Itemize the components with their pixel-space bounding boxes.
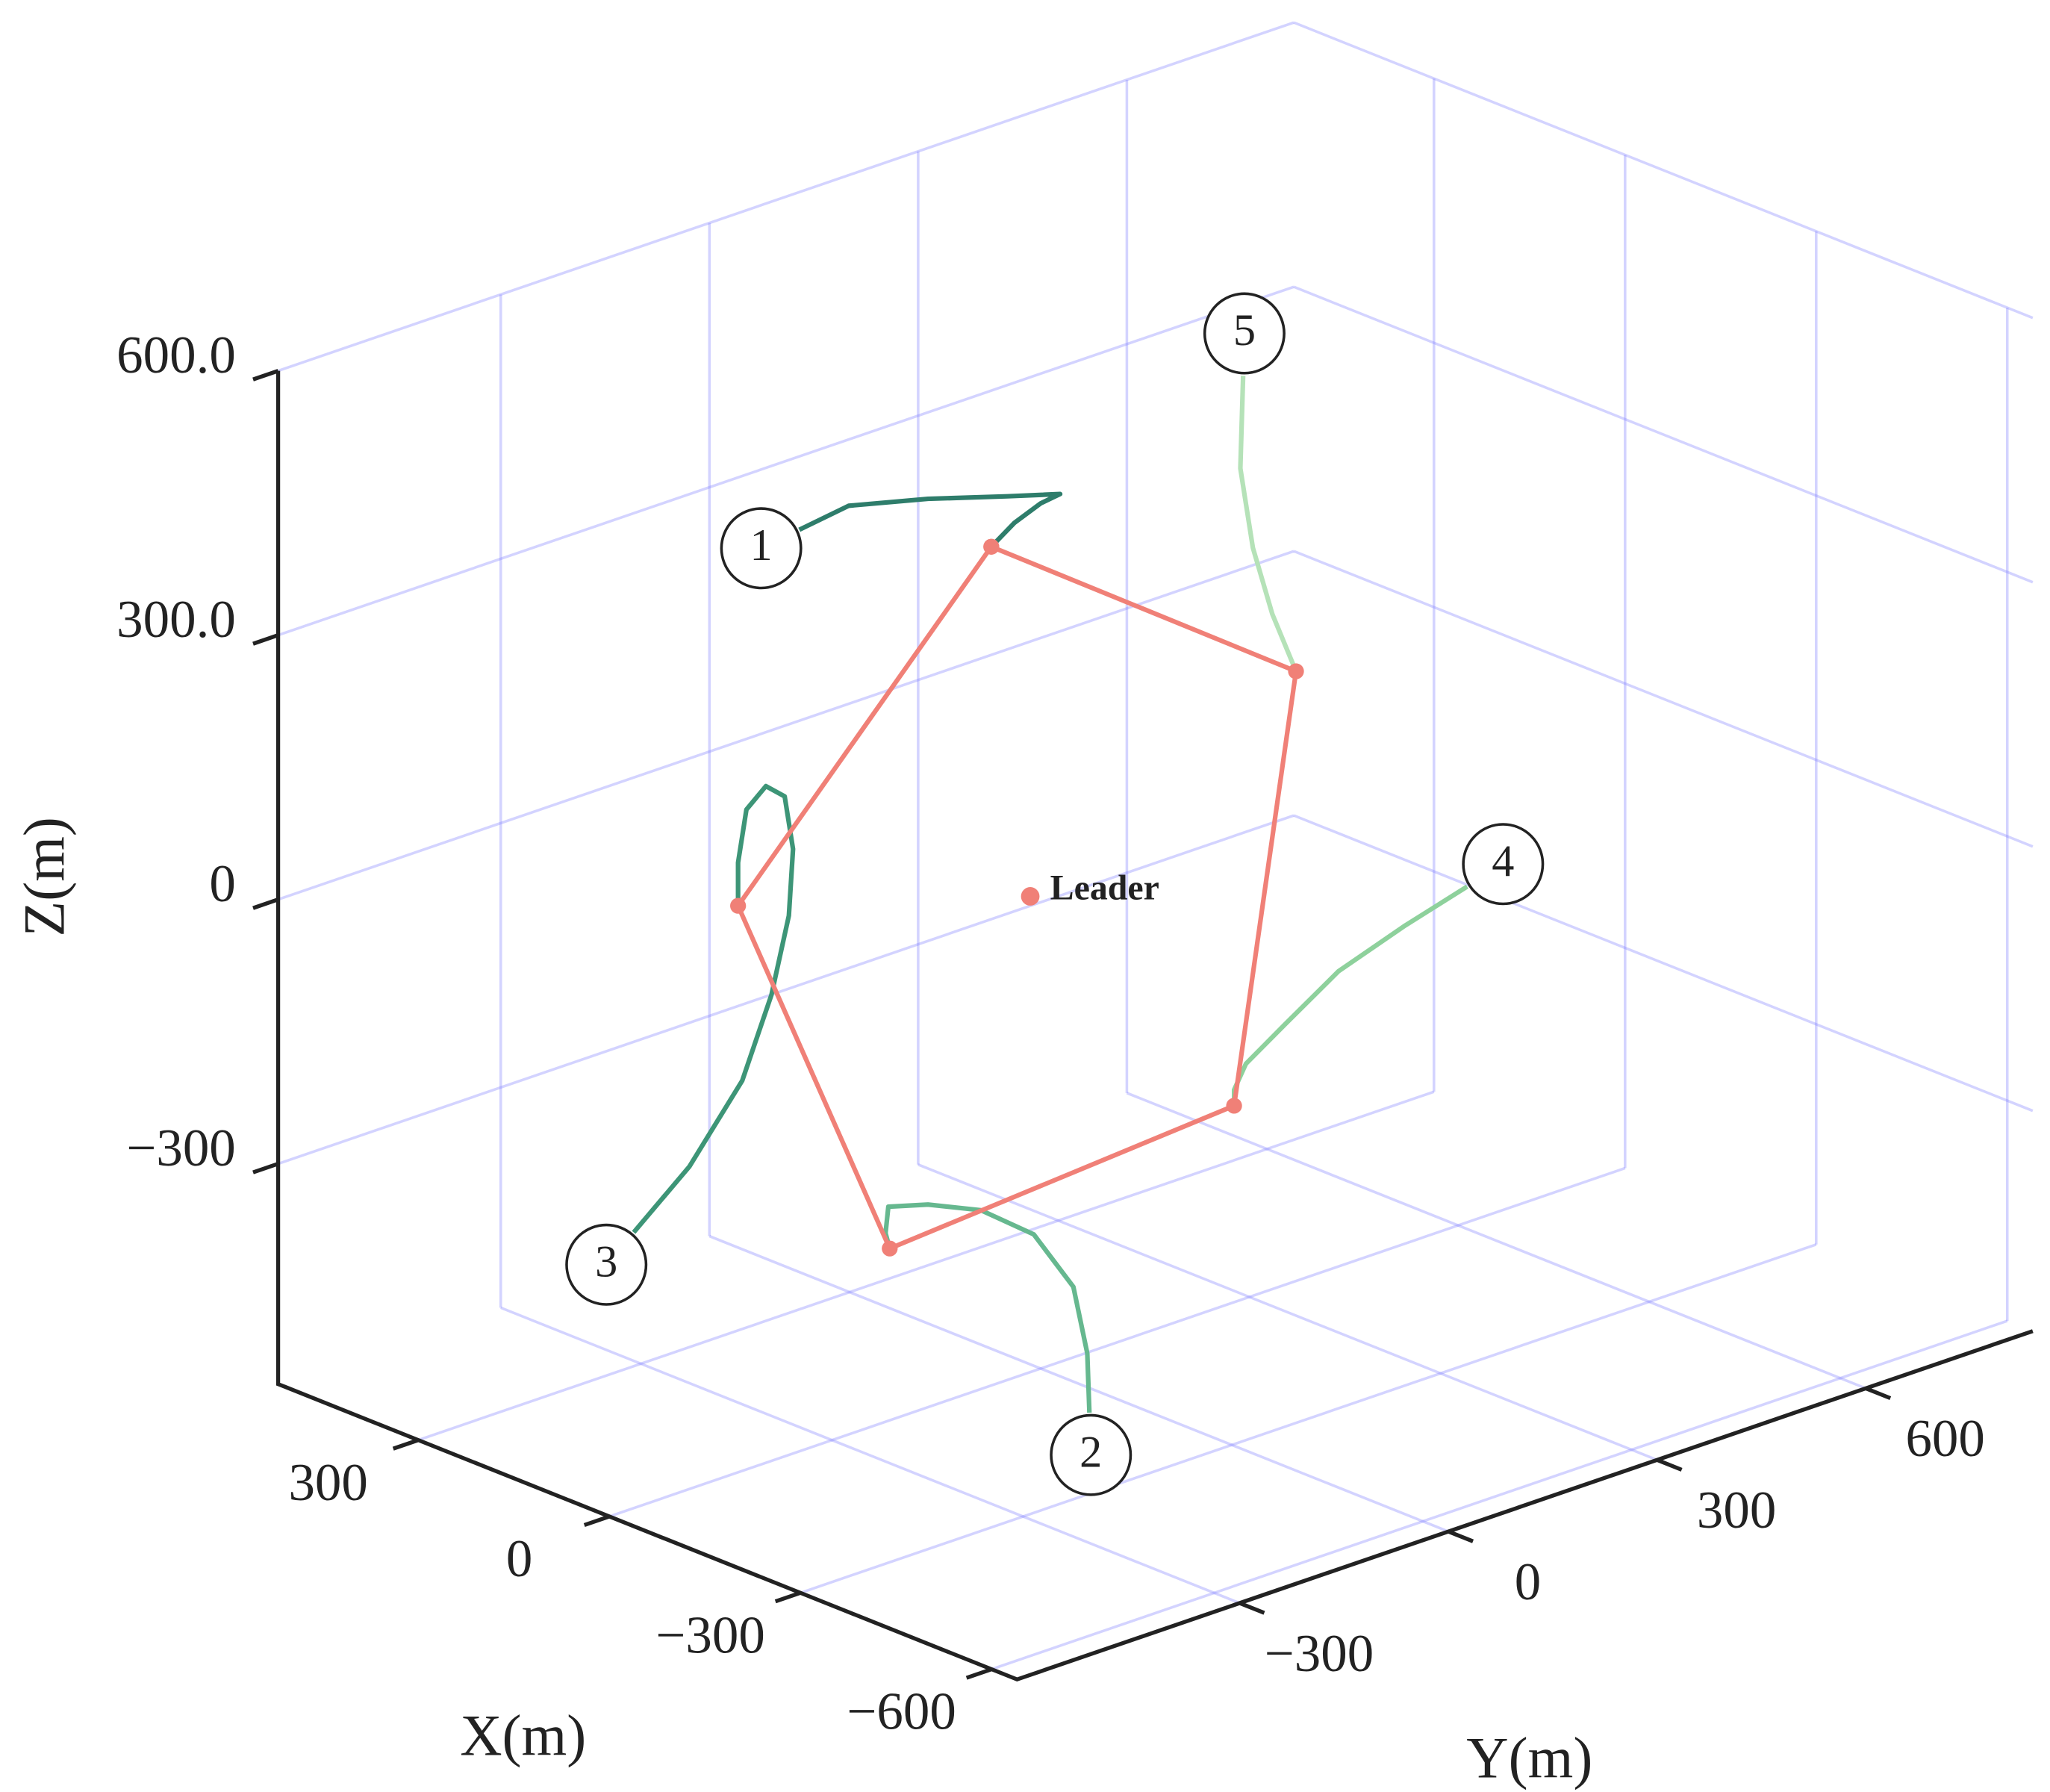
trajectory [1238,376,1298,673]
grid-line [1126,1092,1866,1390]
formation-point [1288,663,1304,679]
y-tick [1865,1386,1892,1401]
z-tick [252,633,279,646]
z-tick-label: −300 [126,1119,235,1177]
z-tick-label: 0 [209,855,235,913]
trajectory [1231,884,1468,1106]
leader-label: Leader [1050,868,1159,907]
grid-line [1293,21,2034,320]
legend-label: 1 [750,520,773,570]
x-axis-label: X(m) [460,1703,586,1768]
y-tick-label: 600 [1905,1410,1984,1468]
grid [277,21,2034,1671]
grid-line [277,550,1295,901]
grid-line [1293,814,2034,1113]
grid-line [1293,285,2034,584]
y-tick-label: 300 [1697,1481,1776,1540]
formation-point [882,1240,898,1257]
agent-marker [565,1223,648,1306]
z-tick-label: 300.0 [116,591,236,649]
x-tick-label: −600 [847,1683,956,1741]
grid-line [500,1306,1241,1605]
trajectory [798,491,1063,549]
agent-marker [1050,1413,1133,1496]
grid-line [277,21,1295,373]
x-tick [392,1438,420,1451]
agent-marker [1462,823,1545,906]
grid-line [917,1163,1658,1461]
formation-point [983,538,1000,555]
grid-line [277,814,1295,1166]
grid-line [708,1234,1449,1533]
axes: −600 −300 0 300 −300 0 300 600 −300 0 300.0 600.0 [116,326,2034,1741]
grid-line [800,1243,1817,1594]
z-axis-label: Z(m) [11,817,76,936]
grid-line [991,1319,2008,1671]
z-tick-label: 600.0 [116,326,236,385]
formation [735,544,1299,1252]
z-tick [252,369,279,382]
legend-label: 5 [1233,305,1256,355]
x-tick-label: 300 [288,1454,367,1512]
axis-line [275,370,2034,1682]
z-tick [252,1162,279,1175]
y-tick-label: −300 [1265,1625,1374,1683]
y-tick-label: 0 [1515,1553,1541,1611]
grid-line [277,285,1295,637]
y-axis-label: Y(m) [1466,1726,1592,1791]
grid-line [608,1166,1626,1518]
x-tick [583,1514,611,1528]
x-tick [774,1590,802,1604]
x-tick [965,1667,993,1680]
grid-line [417,1090,1435,1442]
legend-label: 2 [1079,1427,1102,1477]
x-tick-label: 0 [506,1530,532,1588]
trajectories: 1 2 3 4 5 Leader [565,292,1545,1496]
legend-label: 3 [595,1236,617,1287]
leader-point [1021,887,1040,906]
agent-marker [1203,292,1286,375]
z-tick [252,897,279,910]
trajectory [632,783,796,1234]
agent-marker [720,507,803,590]
y-tick [1239,1601,1265,1615]
legend-label: 4 [1492,836,1514,886]
formation-point [730,897,747,914]
formation-point [1226,1098,1242,1114]
y-tick [1656,1457,1683,1472]
y-tick [1448,1529,1474,1543]
x-tick-label: −300 [655,1606,764,1664]
grid-line [1293,550,2034,848]
